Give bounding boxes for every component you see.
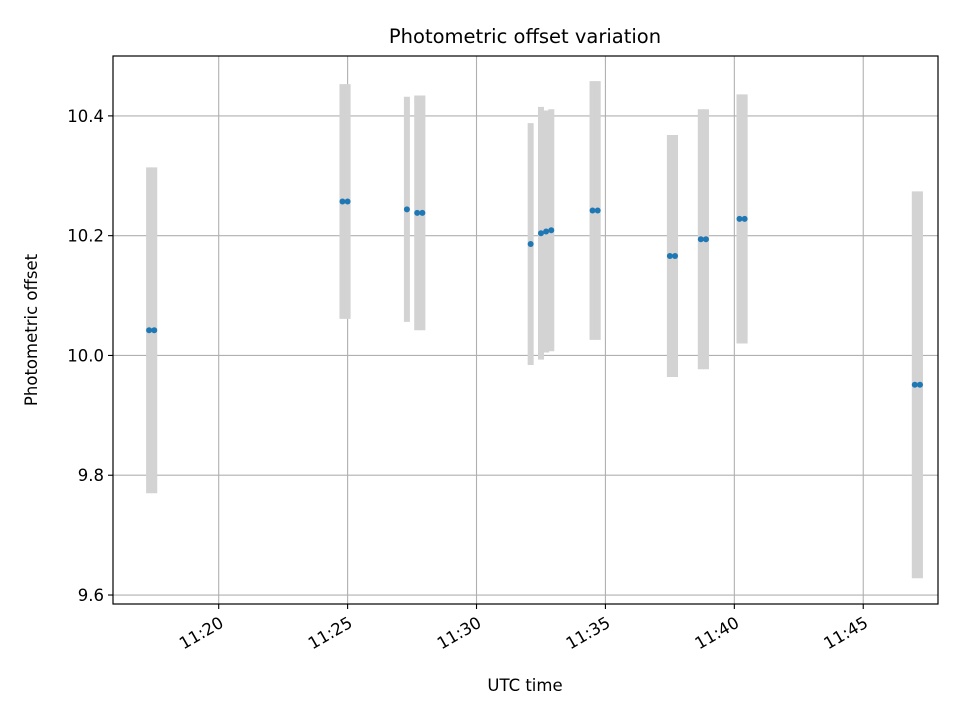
data-point xyxy=(594,207,601,214)
data-markers xyxy=(146,198,923,388)
x-tick-label: 11:40 xyxy=(692,613,743,653)
x-tick-label: 11:25 xyxy=(305,613,356,653)
error-bars xyxy=(146,81,923,579)
axis-ticks: 11:20 11:25 11:30 11:35 11:40 11:45 9.6 9.8 10.0… xyxy=(67,107,871,653)
data-point xyxy=(548,227,555,234)
data-point xyxy=(672,253,679,260)
grid xyxy=(113,56,938,604)
y-axis-label: Photometric offset xyxy=(22,253,41,406)
plot-frame xyxy=(112,55,939,605)
y-tick-label: 10.0 xyxy=(67,346,104,365)
data-point xyxy=(741,215,748,222)
data-point xyxy=(414,209,421,216)
data-point xyxy=(151,327,158,334)
data-point xyxy=(589,207,596,214)
data-point xyxy=(543,228,550,235)
x-tick-label: 11:30 xyxy=(434,613,485,653)
data-point xyxy=(527,241,534,248)
data-point xyxy=(146,327,153,334)
chart-title: Photometric offset variation xyxy=(389,25,661,48)
data-point xyxy=(697,236,704,243)
y-tick-label: 10.2 xyxy=(67,227,104,246)
y-tick-label: 10.4 xyxy=(67,107,104,126)
x-axis-label: UTC time xyxy=(487,676,562,695)
data-point xyxy=(911,381,918,388)
data-point xyxy=(666,253,673,260)
y-tick-label: 9.8 xyxy=(78,466,104,485)
data-point xyxy=(419,209,426,216)
data-point xyxy=(736,215,743,222)
y-tick-label: 9.6 xyxy=(78,586,104,605)
data-point xyxy=(339,198,346,205)
x-tick-label: 11:45 xyxy=(821,613,872,653)
x-tick-label: 11:20 xyxy=(176,613,227,653)
data-point xyxy=(537,230,544,237)
x-tick-label: 11:35 xyxy=(563,613,614,653)
data-point xyxy=(403,206,410,213)
data-point xyxy=(916,381,923,388)
data-point xyxy=(344,198,351,205)
data-point xyxy=(702,236,709,243)
